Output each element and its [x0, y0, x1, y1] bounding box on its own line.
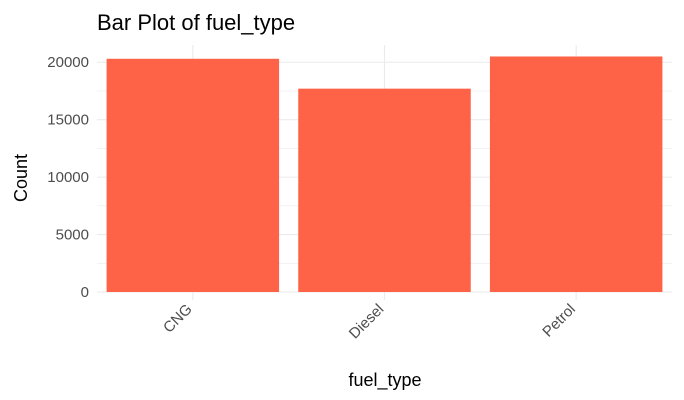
y-axis-title: Count — [11, 154, 31, 202]
y-tick-label: 10000 — [47, 169, 89, 186]
x-axis-title: fuel_type — [348, 370, 421, 391]
bar-diesel — [298, 88, 471, 292]
bars — [106, 56, 663, 293]
y-tick-label: 0 — [81, 284, 89, 301]
y-tick-labels: 0 5000 10000 15000 20000 — [47, 54, 89, 301]
y-tick-label: 5000 — [56, 227, 89, 244]
bar-petrol — [489, 56, 663, 292]
x-tick-label: CNG — [160, 301, 196, 337]
x-tick-label: Diesel — [346, 301, 387, 342]
x-tick-labels: CNG Diesel Petrol — [160, 301, 579, 342]
x-tick-label: Petrol — [539, 301, 579, 341]
y-tick-label: 20000 — [47, 54, 89, 71]
bar-cng — [106, 58, 280, 293]
chart-title: Bar Plot of fuel_type — [97, 10, 295, 35]
y-tick-label: 15000 — [47, 112, 89, 129]
